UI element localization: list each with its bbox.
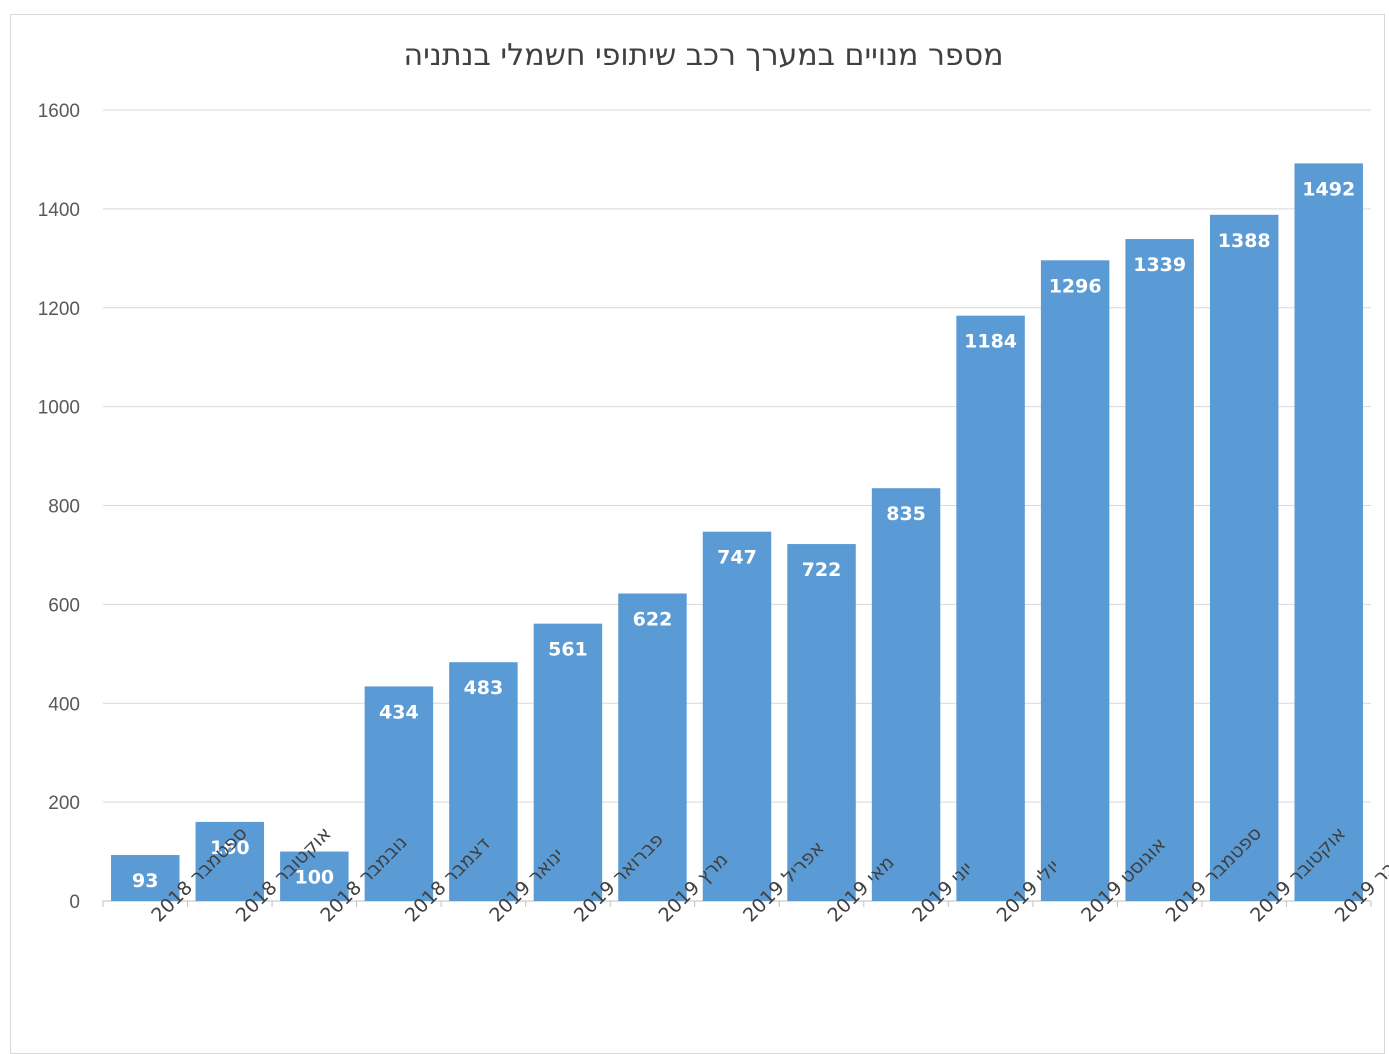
- y-tick-label: 800: [48, 497, 80, 518]
- data-label: 561: [548, 639, 588, 661]
- bar: [111, 855, 180, 901]
- bar: [449, 662, 518, 901]
- y-axis-ticks: 0 200 400 600 800 1000 1200 1400 1600: [38, 101, 80, 913]
- bar: [1294, 163, 1363, 901]
- data-label: 1296: [1049, 275, 1102, 297]
- bar: [702, 531, 772, 901]
- y-tick-label: 400: [48, 694, 80, 715]
- bar: [1209, 214, 1279, 901]
- y-tick-label: 1600: [38, 101, 80, 122]
- bar: [1125, 239, 1194, 902]
- y-tick-label: 1200: [38, 299, 80, 320]
- bar: [195, 821, 265, 901]
- data-labels: 93 160 100 434 483 561 622 747 722 835 1184 1296 133…: [132, 178, 1355, 892]
- data-label: 1184: [964, 331, 1017, 353]
- data-label: 100: [294, 867, 334, 889]
- data-label: 835: [886, 503, 926, 525]
- y-tick-label: 0: [69, 892, 80, 913]
- data-label: 1492: [1302, 178, 1355, 200]
- data-label: 160: [210, 837, 250, 859]
- data-label: 1339: [1133, 254, 1186, 276]
- data-label: 93: [132, 870, 158, 892]
- bar: [533, 623, 603, 901]
- chart-title: מספר מנויים במערך רכב שיתופי חשמלי בנתני…: [403, 38, 1004, 73]
- y-tick-label: 600: [48, 595, 80, 616]
- data-label: 1388: [1218, 230, 1271, 252]
- bar: [618, 593, 687, 901]
- bar: [871, 488, 941, 901]
- bar: [787, 544, 856, 901]
- y-tick-label: 200: [48, 793, 80, 814]
- data-label: 434: [379, 701, 419, 723]
- y-tick-label: 1400: [38, 200, 80, 221]
- data-label: 747: [717, 547, 757, 569]
- bars: [111, 163, 1363, 902]
- y-tick-label: 1000: [38, 398, 80, 419]
- bar: [364, 686, 434, 901]
- bar: [280, 851, 349, 901]
- bar: [956, 315, 1025, 901]
- data-label: 622: [633, 608, 673, 630]
- bar: [1040, 260, 1110, 901]
- data-label: 483: [464, 677, 504, 699]
- data-label: 722: [802, 559, 842, 581]
